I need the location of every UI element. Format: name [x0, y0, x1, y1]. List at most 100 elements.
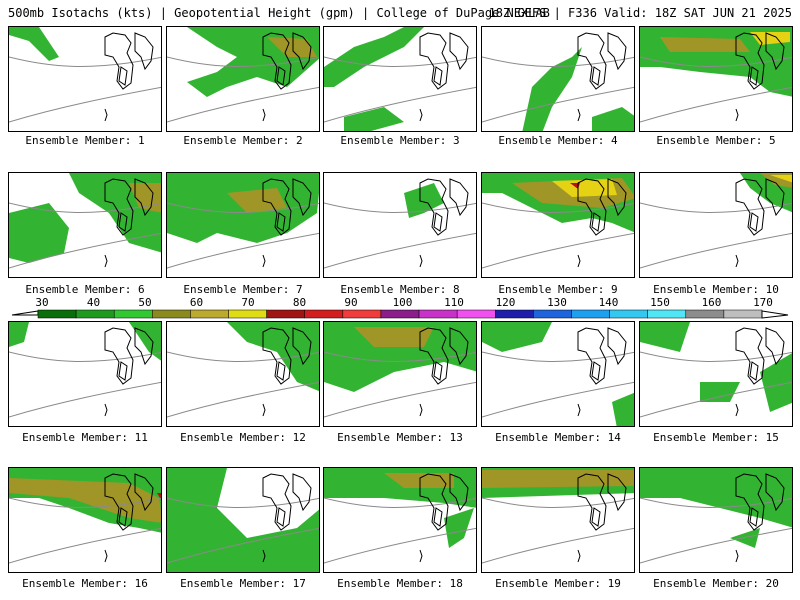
great-lakes-outline — [262, 473, 312, 531]
isotach-region — [227, 322, 319, 392]
colorbar-swatch — [113, 309, 153, 319]
ensemble-panel — [166, 321, 320, 427]
isotach-region — [9, 478, 161, 523]
great-lakes-outline — [104, 473, 154, 531]
height-contour — [9, 86, 161, 123]
isotach-region — [384, 473, 454, 488]
panel-caption: Ensemble Member: 9 — [498, 283, 618, 296]
great-lakes-outline — [735, 178, 785, 236]
header: 500mb Isotachs (kts) | Geopotential Heig… — [8, 6, 792, 22]
colorbar-label: 160 — [701, 296, 722, 309]
ensemble-panel — [8, 467, 162, 573]
ensemble-panel — [8, 172, 162, 278]
florida-outline — [735, 403, 739, 417]
panel-caption: Ensemble Member: 20 — [653, 577, 779, 590]
panel-caption: Ensemble Member: 11 — [22, 431, 148, 444]
colorbar-swatch — [190, 309, 229, 319]
colorbar-swatch — [533, 309, 572, 319]
height-contour — [167, 86, 319, 123]
ensemble-map — [482, 468, 634, 564]
colorbar-label: 110 — [444, 296, 464, 309]
title-left: 500mb Isotachs (kts) | Geopotential Heig… — [8, 6, 550, 20]
height-contour — [9, 351, 161, 362]
florida-outline — [419, 254, 423, 268]
colorbar-bar — [11, 309, 789, 319]
great-lakes-outline — [419, 32, 469, 90]
isotach-region — [444, 508, 474, 548]
height-contour — [324, 56, 476, 67]
panel-caption: Ensemble Member: 7 — [183, 283, 303, 296]
ensemble-panel — [481, 321, 635, 427]
florida-outline — [577, 403, 581, 417]
isotach-region — [129, 322, 161, 361]
isotach-region — [267, 37, 317, 57]
ensemble-panel — [639, 467, 793, 573]
panel-caption: Ensemble Member: 10 — [653, 283, 779, 296]
isotach-region — [324, 322, 476, 392]
ensemble-panel — [8, 321, 162, 427]
ensemble-map — [640, 173, 792, 269]
isotach-region — [344, 107, 404, 131]
ensemble-map — [640, 322, 792, 418]
great-lakes-outline — [419, 473, 469, 531]
height-contour — [324, 86, 476, 123]
colorbar-swatch — [723, 309, 763, 319]
ensemble-map — [167, 322, 319, 418]
great-lakes-outline — [104, 178, 154, 236]
isotach-region — [354, 327, 434, 347]
isotach-region — [522, 47, 582, 131]
height-contour — [324, 202, 476, 213]
isotach-region — [9, 322, 29, 347]
colorbar-label: 70 — [241, 296, 255, 309]
ensemble-map — [482, 322, 634, 426]
panel-caption: Ensemble Member: 2 — [183, 134, 303, 147]
ensemble-panel — [166, 467, 320, 573]
panel-caption: Ensemble Member: 5 — [656, 134, 776, 147]
height-contour — [640, 232, 792, 269]
isotach-region — [157, 493, 161, 500]
height-contour — [324, 381, 476, 418]
isotach-region — [482, 322, 552, 352]
colorbar-label: 80 — [292, 296, 307, 309]
ensemble-panel — [8, 26, 162, 132]
colorbar-swatch — [495, 309, 534, 319]
colorbar-label: 130 — [547, 296, 567, 309]
ensemble-panel — [639, 26, 793, 132]
isotach-region — [552, 179, 617, 197]
height-contour — [482, 202, 634, 213]
ensemble-map — [640, 27, 792, 123]
height-contour — [482, 527, 634, 564]
ensemble-map — [9, 322, 161, 418]
height-contour — [324, 232, 476, 269]
ensemble-panel — [323, 172, 477, 278]
florida-outline — [735, 108, 739, 122]
colorbar-arrow-left — [11, 310, 39, 316]
panel-caption: Ensemble Member: 4 — [498, 134, 618, 147]
colorbar-swatch — [37, 309, 77, 319]
isotach-region — [640, 468, 792, 528]
ensemble-panel — [639, 321, 793, 427]
isotach-region — [640, 322, 690, 352]
florida-outline — [262, 108, 266, 122]
florida-outline — [577, 549, 581, 563]
florida-outline — [735, 254, 739, 268]
florida-outline — [419, 108, 423, 122]
height-contour — [640, 381, 792, 418]
colorbar-label: 140 — [598, 296, 619, 309]
florida-outline — [577, 254, 581, 268]
height-contour — [482, 497, 634, 508]
florida-outline — [419, 549, 423, 563]
colorbar-swatch — [456, 309, 496, 319]
height-contour — [167, 56, 319, 67]
height-contour — [167, 232, 319, 269]
ensemble-panel — [323, 321, 477, 427]
height-contour — [9, 497, 161, 508]
height-contour — [167, 527, 319, 564]
isotach-region — [592, 107, 634, 131]
colorbar-swatch — [609, 309, 648, 319]
panel-caption: Ensemble Member: 14 — [495, 431, 621, 444]
ensemble-map — [482, 173, 634, 269]
great-lakes-outline — [262, 178, 312, 236]
florida-outline — [104, 108, 108, 122]
colorbar-swatch — [418, 309, 458, 319]
